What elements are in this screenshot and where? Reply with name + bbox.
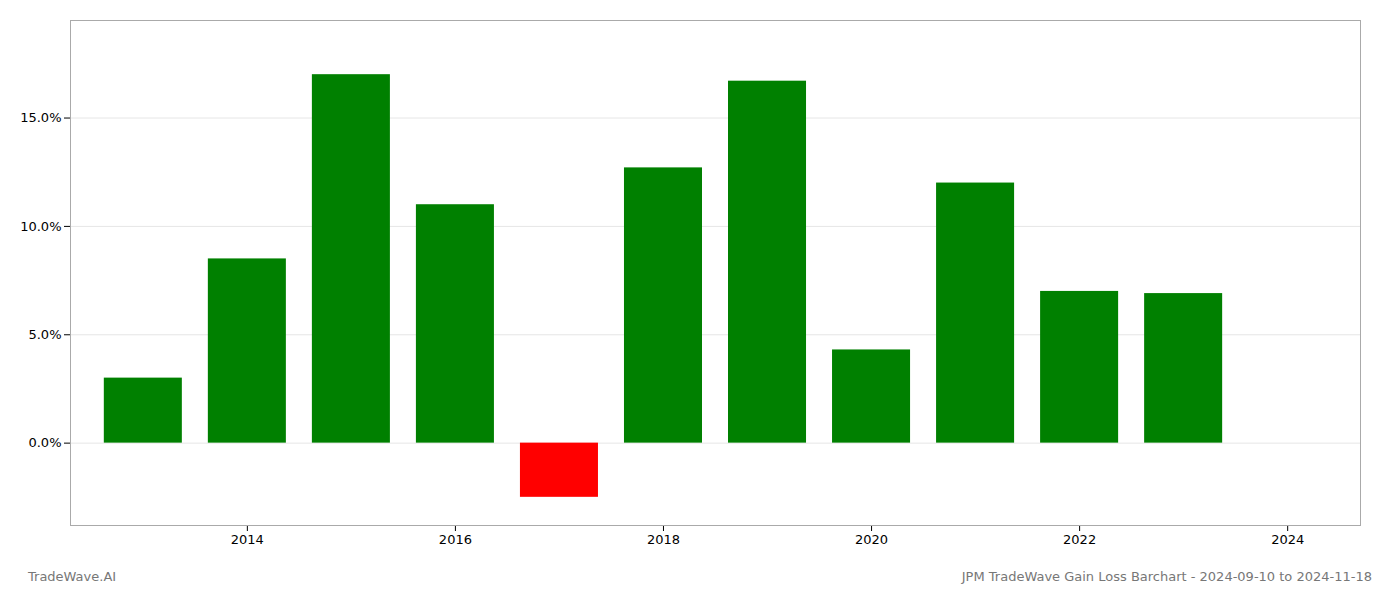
svg-text:2016: 2016 [439,532,472,547]
svg-text:2018: 2018 [647,532,680,547]
svg-text:2024: 2024 [1271,532,1304,547]
svg-text:2020: 2020 [855,532,888,547]
html-text:JPM TradeWave Gain Loss Barcha: JPM TradeWave Gain Loss Barchart - 2024-… [961,569,1372,584]
svg-text:15.0%: 15.0% [20,110,61,125]
svg-text:2022: 2022 [1063,532,1096,547]
svg-text:10.0%: 10.0% [20,219,61,234]
html-text:TradeWave.AI: TradeWave.AI [28,569,117,584]
svg-text:2014: 2014 [231,532,264,547]
svg-text:5.0%: 5.0% [28,327,61,342]
svg-text:0.0%: 0.0% [28,435,61,450]
